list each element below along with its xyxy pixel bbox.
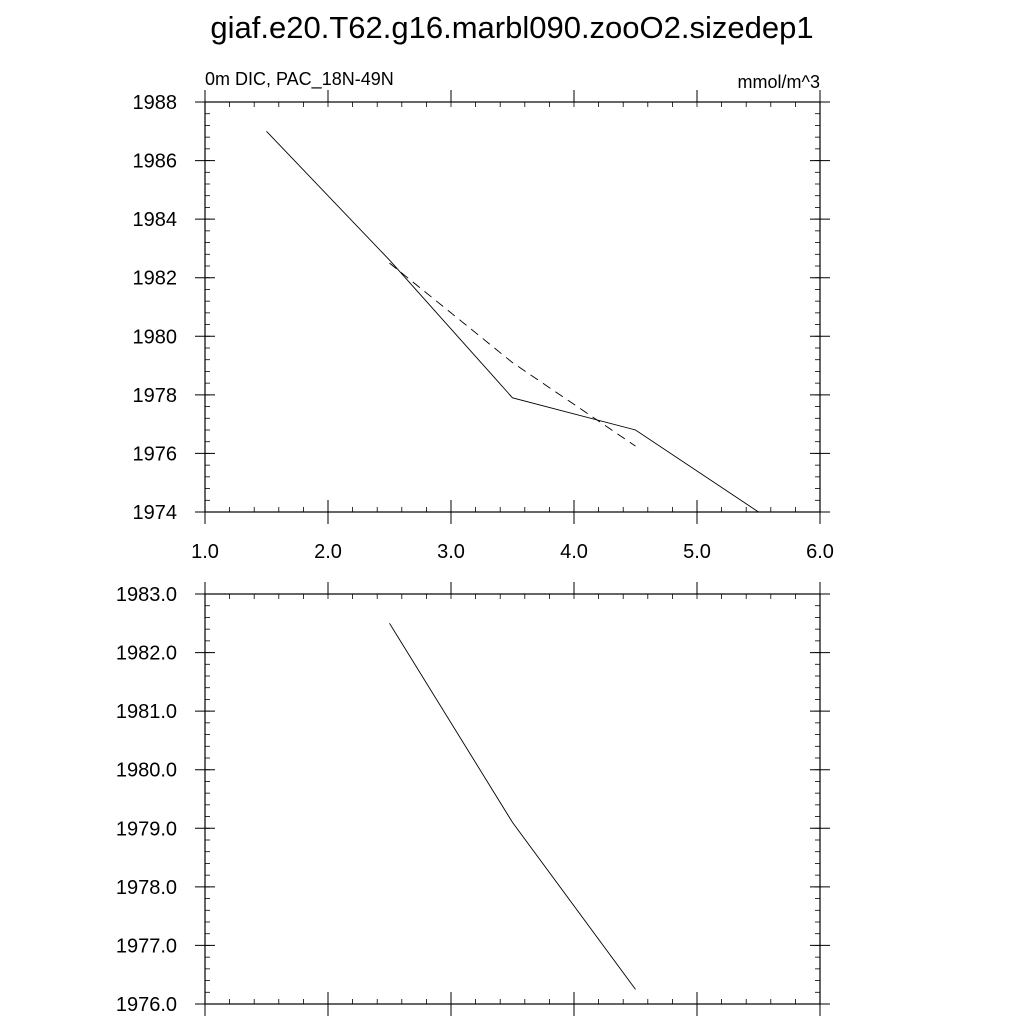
x-tick-label: 1.0 [191,541,219,563]
y-tick-label: 1976 [133,443,178,465]
y-tick-label: 1981.0 [116,701,177,723]
y-tick-label: 1982 [133,268,178,290]
y-tick-label: 1986 [133,151,178,173]
y-tick-label: 1978 [133,385,178,407]
y-tick-label: 1984 [133,209,178,231]
y-tick-label: 1988 [133,92,178,114]
y-tick-label: 1982.0 [116,643,177,665]
panel-title-left: 0m DIC, PAC_18N-49N [205,69,394,90]
y-tick-label: 1980.0 [116,760,177,782]
y-tick-label: 1976.0 [116,994,177,1016]
plot-frame-1 [204,101,821,513]
series-line-1 [266,130,759,513]
x-tick-label: 6.0 [806,541,834,563]
series-line-2 [389,262,636,447]
y-tick-label: 1978.0 [116,877,177,899]
y-tick-label: 1977.0 [116,935,177,957]
y-tick-label: 1980 [133,326,178,348]
panel-units: mmol/m^3 [738,72,820,92]
x-tick-label: 5.0 [683,541,711,563]
x-tick-label: 4.0 [560,541,588,563]
y-tick-label: 1979.0 [116,818,177,840]
figure-title: giaf.e20.T62.g16.marbl090.zooO2.sizedep1 [210,10,814,45]
y-tick-label: 1974 [133,502,178,524]
series-line-1 [389,623,636,990]
plot-frame-2 [204,593,821,1005]
x-tick-label: 2.0 [314,541,342,563]
y-tick-label: 1983.0 [116,584,177,606]
x-tick-label: 3.0 [437,541,465,563]
